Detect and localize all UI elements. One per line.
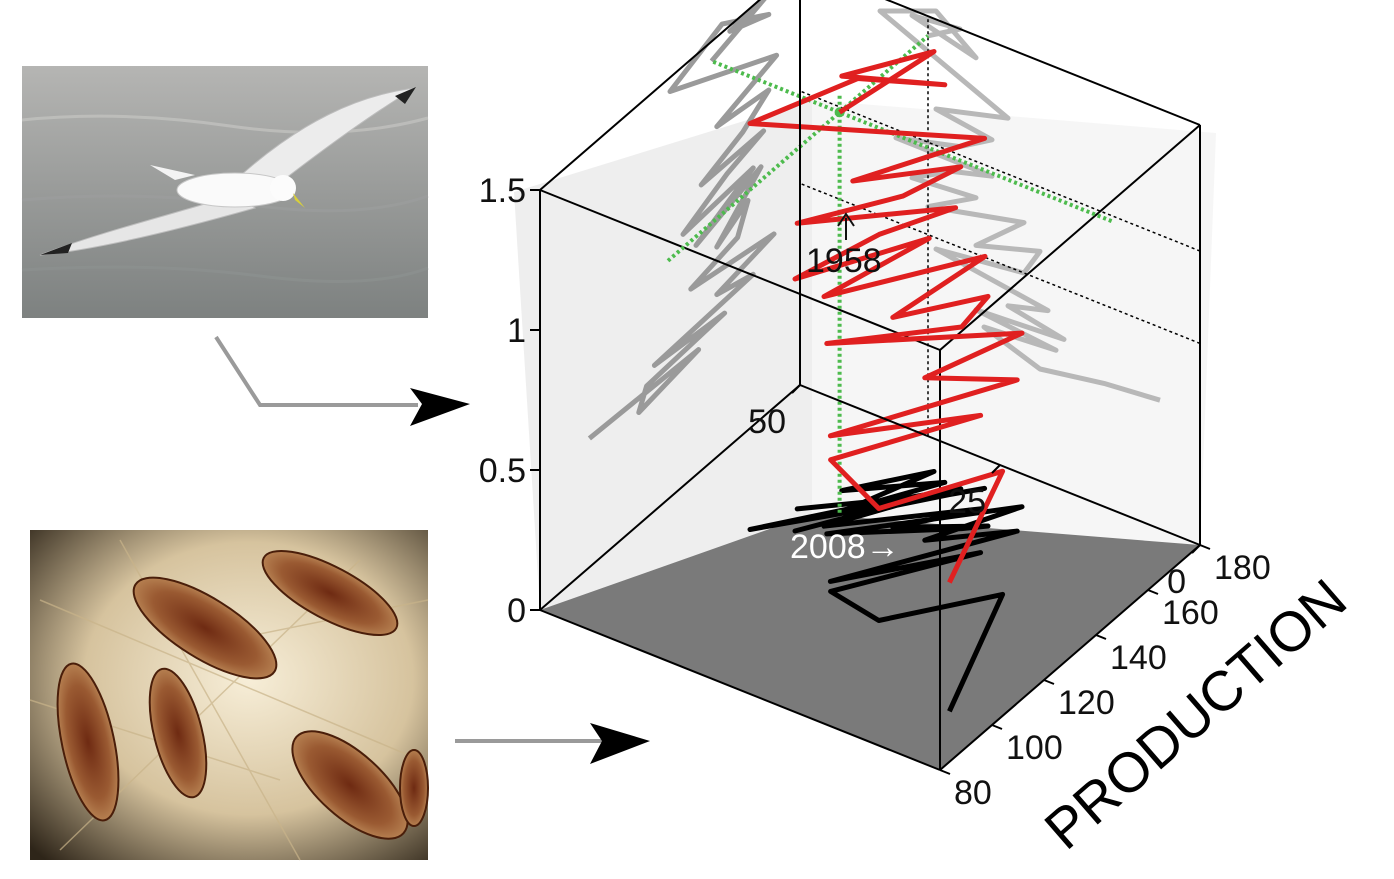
seabird-photo [21,66,429,318]
depth-tick-label: 25 [948,483,986,521]
edge-floor-back [539,609,941,771]
depth-tick [991,464,1001,474]
depth-tick-label: 50 [748,403,786,441]
z-tick-label: 1.5 [479,172,526,210]
plot-3d: 0 0.5 1 1.5 0 25 50 80 100 120 140 160 180 1958 2008… [479,0,1358,861]
projection-series-left [587,0,780,441]
edge-top-right [939,124,1201,351]
axis-ticks: 0 0.5 1 1.5 0 25 50 80 100 120 140 160 180 [479,172,1271,812]
annotation-1958-arrow [837,212,855,240]
edge-floor-right [939,544,1201,771]
production-tick [1199,544,1211,550]
z-tick-label: 0.5 [479,452,526,490]
left-wall-projection [587,0,780,441]
edge-top-back [539,189,941,351]
edge-top-left [539,0,762,191]
depth-tick [791,384,801,394]
annotation-1958: 1958 [806,242,882,280]
annotation-2008: 2008→ [790,528,900,566]
projection-series-back [877,8,1161,403]
production-tick-label: 140 [1110,639,1167,677]
z-tick-label: 1 [507,312,526,350]
trajectory-series [747,49,1025,584]
production-tick [1095,634,1107,640]
bird-arrow-line [214,335,418,407]
projection-series-floor [747,469,1025,713]
production-tick [991,724,1003,730]
bird-arrowhead [410,388,470,426]
production-tick-label: 100 [1006,729,1063,767]
floor [540,514,1200,770]
edge-floor-left [539,384,801,611]
back-wall-projection [877,8,1161,403]
production-tick [939,769,951,775]
floor-projection [747,469,1025,713]
production-tick-label: 160 [1162,594,1219,632]
production-tick-label: 120 [1058,684,1115,722]
copepod-photo [29,530,429,861]
production-tick-label: 180 [1214,549,1271,587]
depth-tick-label: 0 [1167,563,1186,601]
production-tick-label: 80 [954,774,992,812]
depth-tick [1191,544,1201,554]
z-tick-label: 0 [507,592,526,630]
production-tick [1043,679,1055,685]
production-tick [1147,589,1159,595]
arrows [214,335,650,764]
copepod-arrowhead [590,723,650,764]
trajectory-line [747,49,1025,584]
edge-top-front [884,0,1201,126]
